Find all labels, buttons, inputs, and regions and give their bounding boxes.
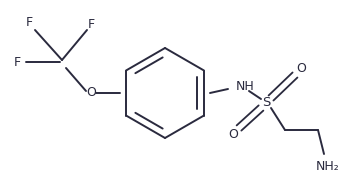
Text: NH: NH bbox=[236, 80, 255, 94]
Text: O: O bbox=[86, 87, 96, 99]
Text: O: O bbox=[296, 63, 306, 75]
Text: F: F bbox=[13, 55, 21, 69]
Text: S: S bbox=[262, 97, 270, 109]
Text: NH₂: NH₂ bbox=[316, 160, 340, 172]
Text: O: O bbox=[228, 127, 238, 141]
Text: F: F bbox=[25, 16, 33, 28]
Text: F: F bbox=[87, 18, 95, 31]
